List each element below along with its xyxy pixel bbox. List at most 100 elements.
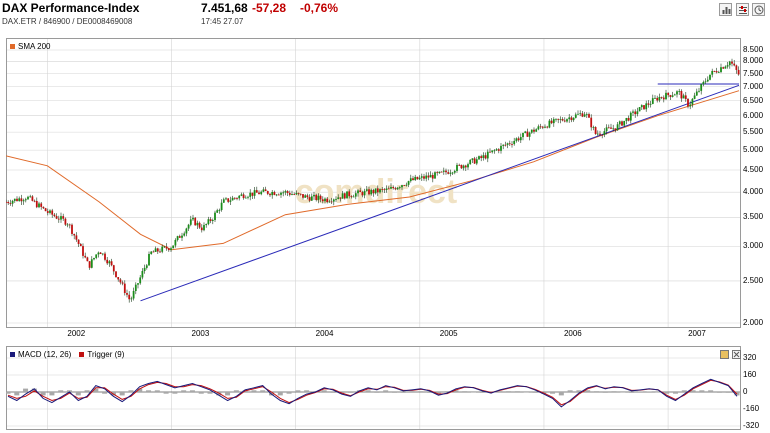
candle-body: [698, 90, 700, 92]
candle-body: [548, 120, 551, 128]
candle-body: [251, 192, 254, 196]
bar-chart-icon[interactable]: [719, 3, 732, 16]
histogram-bar: [690, 390, 696, 392]
candle-body: [189, 219, 192, 225]
price-y-tick-label: 6.500: [743, 95, 764, 105]
candle-body: [264, 189, 267, 192]
candle-body: [218, 210, 221, 211]
candle-body: [447, 172, 450, 174]
candle-body: [123, 283, 126, 294]
candle-body: [451, 172, 454, 174]
candle-body: [376, 188, 379, 193]
candle-body: [544, 126, 546, 128]
instrument-title: DAX Performance-Index: [2, 1, 140, 15]
candle-body: [579, 113, 582, 115]
candle-body: [731, 61, 733, 64]
candle-body: [603, 131, 606, 135]
candle-body: [126, 293, 128, 295]
candle-body: [183, 233, 186, 236]
candle-body: [295, 192, 298, 195]
candle-body: [88, 261, 91, 268]
candle-body: [464, 165, 467, 168]
candle-body: [372, 189, 375, 194]
candle-body: [44, 208, 47, 212]
panel-settings-button[interactable]: [720, 350, 729, 359]
candle-body: [643, 105, 645, 110]
candle-body: [693, 95, 696, 99]
candle-body: [141, 271, 144, 278]
candle-body: [645, 103, 648, 110]
candle-body: [350, 196, 353, 197]
histogram-bar: [365, 390, 371, 392]
x-tick-label: 2003: [191, 329, 210, 338]
histogram-bar: [260, 390, 266, 392]
histogram-bar: [321, 390, 327, 392]
candle-body: [607, 127, 610, 129]
candle-body: [255, 190, 258, 193]
candle-body: [242, 194, 245, 199]
histogram-bar: [708, 390, 714, 392]
candle-body: [106, 259, 109, 264]
candle-body: [724, 66, 727, 69]
candle-body: [526, 131, 529, 137]
candle-body: [308, 197, 311, 201]
candle-body: [720, 67, 722, 73]
candle-body: [238, 195, 241, 199]
panel-close-button[interactable]: [732, 350, 741, 359]
settings-icon[interactable]: [736, 3, 749, 16]
candle-body: [495, 149, 498, 151]
candle-body: [704, 81, 707, 83]
candle-body: [623, 120, 626, 126]
candle-body: [407, 181, 410, 185]
histogram-bar: [374, 392, 380, 393]
histogram-bar: [699, 390, 705, 392]
candle-body: [416, 176, 419, 180]
candle-body: [583, 114, 586, 117]
candle-body: [260, 191, 263, 195]
candle-body: [682, 95, 685, 99]
histogram-bar: [725, 392, 731, 393]
candle-body: [71, 224, 73, 234]
candle-body: [425, 175, 428, 179]
candle-body: [222, 199, 225, 203]
histogram-bar: [207, 392, 213, 394]
price-y-tick-label: 3.500: [743, 212, 764, 222]
candle-body: [497, 149, 500, 151]
candle-body: [401, 185, 403, 188]
candle-body: [200, 227, 203, 231]
macd-y-tick-label: -320: [743, 421, 760, 430]
candle-body: [18, 198, 21, 202]
candle-body: [728, 61, 731, 66]
candle-body: [555, 118, 557, 120]
histogram-bar: [462, 391, 468, 392]
candle-body: [117, 277, 120, 280]
candle-body: [557, 118, 560, 120]
candle-body: [132, 290, 135, 299]
price-y-tick-label: 4.500: [743, 164, 764, 174]
candle-body: [198, 222, 201, 228]
histogram-bar: [251, 390, 257, 392]
histogram-bar: [119, 392, 125, 396]
candle-body: [480, 156, 483, 159]
price-chart[interactable]: comdirect: [6, 38, 741, 328]
x-tick-label: 2005: [439, 329, 458, 338]
candle-body: [689, 104, 692, 107]
trigger-legend-swatch: [79, 352, 85, 357]
candle-body: [293, 194, 296, 195]
candle-body: [216, 210, 219, 213]
macd-line: [7, 378, 738, 408]
info-icon[interactable]: [752, 3, 765, 16]
sma-200-line: [6, 90, 740, 251]
candle-body: [174, 239, 177, 246]
candle-body: [590, 117, 593, 128]
candle-body: [79, 243, 82, 247]
macd-chart[interactable]: [6, 346, 741, 430]
candle-body: [460, 164, 463, 169]
candle-body: [363, 190, 366, 196]
candle-body: [229, 200, 232, 202]
candle-body: [207, 219, 210, 225]
candle-body: [304, 195, 307, 198]
price-y-tick-label: 4.000: [743, 187, 764, 197]
candle-body: [546, 126, 549, 128]
candle-body: [429, 174, 432, 178]
